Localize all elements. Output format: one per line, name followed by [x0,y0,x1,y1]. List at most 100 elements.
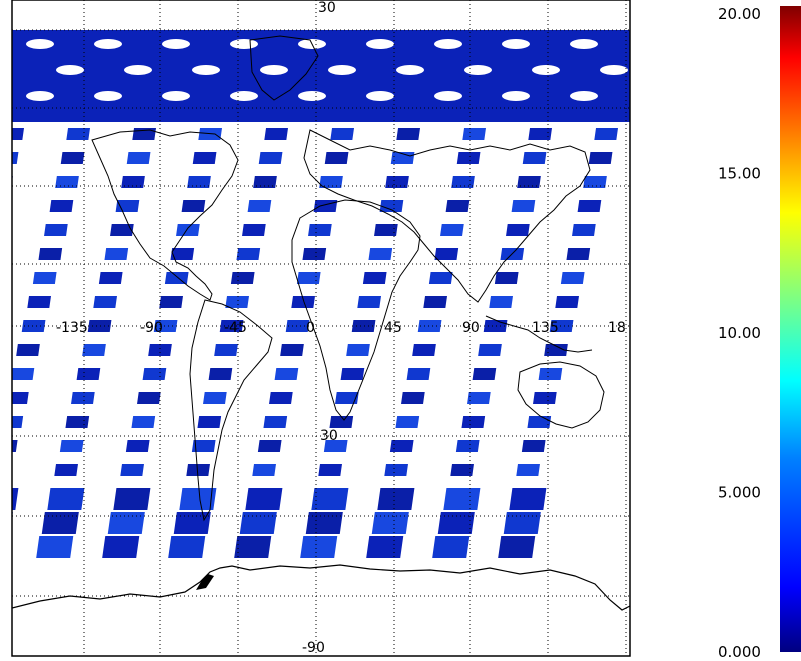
swath-segment [41,512,79,534]
swath-segment [503,512,541,534]
arctic-gap [366,91,394,101]
swath-segment [274,368,299,380]
antarctic-peninsula [196,574,214,590]
swath-segment [258,152,283,164]
swath-segment [110,224,134,236]
colorbar-labels: 20.00 15.00 10.00 5.000 0.000 [718,5,761,661]
swath-segment [181,200,206,212]
swath-segment [125,440,150,452]
lon-label: 45 [384,320,402,336]
swath-segment [351,320,376,332]
swath-segment [516,464,540,476]
swath-segment [239,512,277,534]
lon-label: -135 [56,320,88,336]
swath-segment [0,200,7,212]
swath-segment [366,536,404,558]
swath-segment [305,512,343,534]
swath-segment [76,368,101,380]
lon-label: 90 [462,320,480,336]
north-america-outline [91,129,239,301]
swath-segment [443,488,481,510]
swath-segment [12,416,24,428]
lon-label: 135 [532,320,559,336]
arctic-gap [328,65,356,75]
swath-segment [472,368,497,380]
swath-segment [478,344,502,356]
swath-segment [126,152,151,164]
swath-segment [362,272,387,284]
satellite-swaths [0,128,619,558]
swath-segment [572,224,596,236]
swath-segment [236,248,261,260]
swath-segment [323,440,348,452]
lat-label-30: 30 [320,428,338,444]
swath-segment [437,512,475,534]
swath-segment [455,440,480,452]
swath-segment [528,128,553,140]
swath-segment [187,176,211,188]
swath-segment [434,248,459,260]
greenland-outline [249,35,319,101]
longitude-labels: -135 -90 -45 0 45 90 135 18 [56,320,626,336]
arctic-gap [570,91,598,101]
swath-segment [319,176,343,188]
swath-segment [588,152,613,164]
swath-segment [49,200,74,212]
swath-segment [38,248,63,260]
swath-segment [494,272,519,284]
swath-segment [245,488,283,510]
arctic-gap [162,39,190,49]
swath-segment [577,200,602,212]
swath-segment [164,272,189,284]
swath-segment [432,536,470,558]
graticule [12,0,630,656]
swath-segment [208,368,233,380]
swath-segment [451,176,475,188]
swath-segment [269,392,293,404]
swath-segment [120,464,144,476]
swath-segment [302,248,327,260]
swath-segment [538,368,563,380]
swath-segment [527,416,552,428]
arctic-gap [26,39,54,49]
swath-segment [82,344,106,356]
swath-segment [230,272,255,284]
arctic-gap [192,65,220,75]
swath-segment [179,488,217,510]
arctic-gap [260,65,288,75]
swath-segment [346,344,370,356]
swath-segment [467,392,491,404]
arctic-gap [434,39,462,49]
swath-segment [489,296,513,308]
swath-segment [368,248,393,260]
swath-segment [264,128,289,140]
swath-segment [191,440,216,452]
swath-segment [12,392,29,404]
swath-segment [176,224,200,236]
swath-segment [285,320,310,332]
swath-segment [247,200,272,212]
arctic-gap [502,39,530,49]
colorbar [780,6,801,652]
swath-segment [417,320,442,332]
antarctica-coastline [12,564,630,611]
swath-segment [21,320,46,332]
swath-segment [197,416,222,428]
swath-segment [280,344,304,356]
arctic-gap [230,91,258,101]
lat-label-minus-90: -90 [302,640,325,656]
arctic-gaps [26,39,628,101]
swath-segment [132,128,157,140]
swath-segment [555,296,579,308]
swath-segment [242,224,266,236]
swath-segment [396,128,421,140]
swath-segment [560,272,585,284]
swath-segment [66,128,91,140]
arctic-gap [532,65,560,75]
swath-segment [412,344,436,356]
swath-segment [521,440,546,452]
swath-segment [340,368,365,380]
swath-segment [311,488,349,510]
swath-segment [214,344,238,356]
colorbar-tick-label: 20.00 [718,5,761,23]
